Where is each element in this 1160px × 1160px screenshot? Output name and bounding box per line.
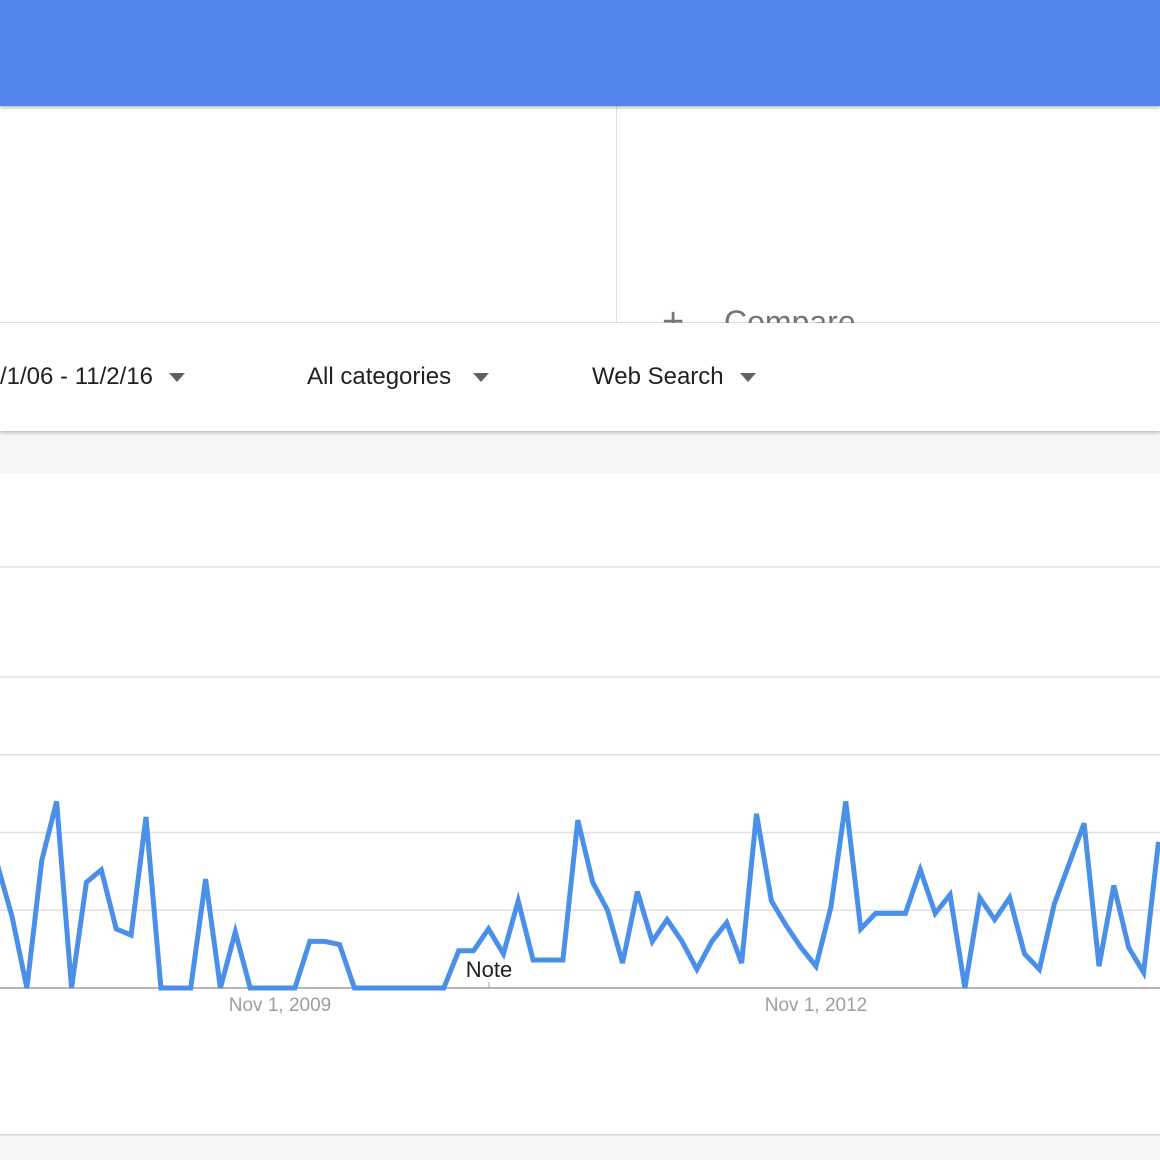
caret-down-icon: [169, 372, 185, 382]
search-type-dropdown[interactable]: Web Search: [592, 363, 756, 391]
x-tick-label: Nov 1, 2009: [229, 995, 331, 1016]
date-range-dropdown[interactable]: /1/06 - 11/2/16: [0, 363, 185, 391]
interest-over-time-card: [0, 474, 1160, 1134]
top-app-bar: [0, 0, 1160, 106]
date-range-label: /1/06 - 11/2/16: [0, 363, 153, 390]
series-line: [0, 800, 1160, 991]
x-tick-label: Nov 1, 2012: [765, 995, 867, 1016]
caret-down-icon: [739, 372, 756, 382]
divider: [616, 106, 617, 322]
filter-bar: /1/06 - 11/2/16 All categories Web Searc…: [0, 323, 1160, 431]
note-annotation[interactable]: Note: [466, 957, 512, 982]
search-type-label: Web Search: [592, 363, 724, 390]
category-dropdown[interactable]: All categories: [307, 363, 490, 391]
category-label: All categories: [307, 363, 452, 390]
caret-down-icon: [473, 372, 490, 382]
